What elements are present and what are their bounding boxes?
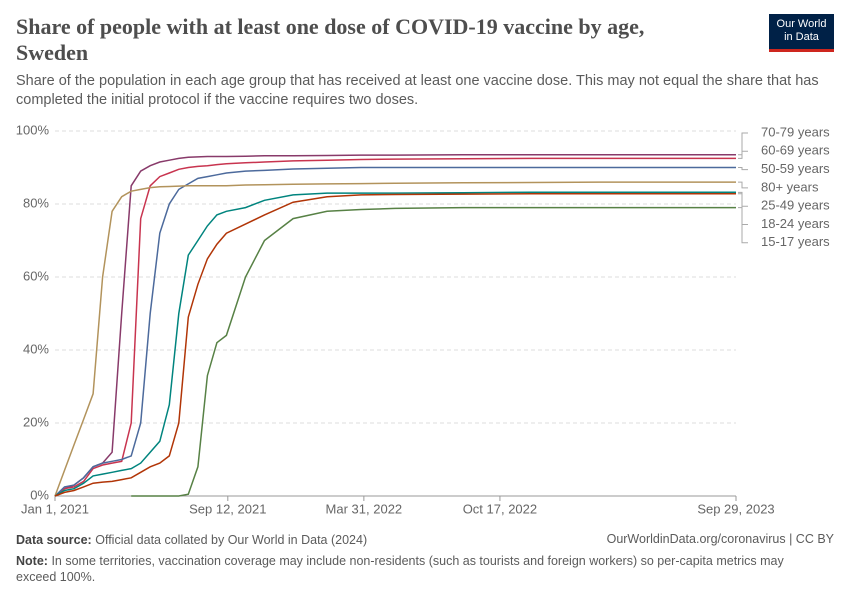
label-connector (738, 167, 748, 171)
series-line (131, 206, 736, 497)
logo-line: Our World (776, 18, 827, 30)
y-tick-label: 20% (23, 414, 49, 429)
x-tick-label: Jan 1, 2021 (21, 501, 89, 516)
x-tick-label: Mar 31, 2022 (326, 501, 403, 516)
logo[interactable]: Our World in Data (769, 14, 834, 52)
series-line (54, 166, 736, 497)
label-connector (738, 193, 748, 225)
series-line (54, 181, 736, 497)
y-tick-label: 0% (30, 487, 49, 502)
y-tick-label: 60% (23, 268, 49, 283)
source: Data source: Official data collated by O… (16, 532, 834, 548)
note: Note: In some territories, vaccination c… (16, 553, 816, 585)
source-url[interactable]: OurWorldinData.org/coronavirus | CC BY (606, 532, 834, 546)
note-label: Note: (16, 554, 48, 568)
legend-label: 70-79 years (761, 124, 830, 139)
label-connector (738, 191, 748, 207)
y-tick-label: 80% (23, 195, 49, 210)
note-text: In some territories, vaccination coverag… (16, 554, 784, 584)
legend-label: 50-59 years (761, 161, 830, 176)
legend-label: 80+ years (761, 179, 819, 194)
label-connector (738, 181, 748, 189)
legend-label: 18-24 years (761, 216, 830, 231)
chart: 0% 20% 40% 60% 80% 100% Jan 1, 2021 Sep 12, 202… (16, 122, 830, 516)
source-label: Data source: (16, 533, 92, 547)
y-tick-label: 40% (23, 341, 49, 356)
x-tick-label: Sep 12, 2021 (189, 501, 266, 516)
series-line (54, 157, 736, 497)
legend-label: 15-17 years (761, 234, 830, 249)
chart-subtitle: Share of the population in each age grou… (16, 73, 819, 108)
source-text: Official data collated by Our World in D… (95, 533, 368, 547)
series-line (54, 191, 736, 497)
label-connector (738, 132, 748, 156)
x-tick-label: Oct 17, 2022 (463, 501, 537, 516)
series-line (54, 193, 736, 497)
chart-title: Share of people with at least one dose o… (16, 14, 645, 65)
label-connector (738, 207, 748, 244)
y-tick-label: 100% (16, 122, 50, 137)
x-tick-label: Sep 29, 2023 (697, 501, 774, 516)
legend-label: 25-49 years (761, 198, 830, 213)
legend-label: 60-69 years (761, 143, 830, 158)
logo-line: in Data (784, 31, 819, 43)
label-connector (738, 150, 748, 159)
